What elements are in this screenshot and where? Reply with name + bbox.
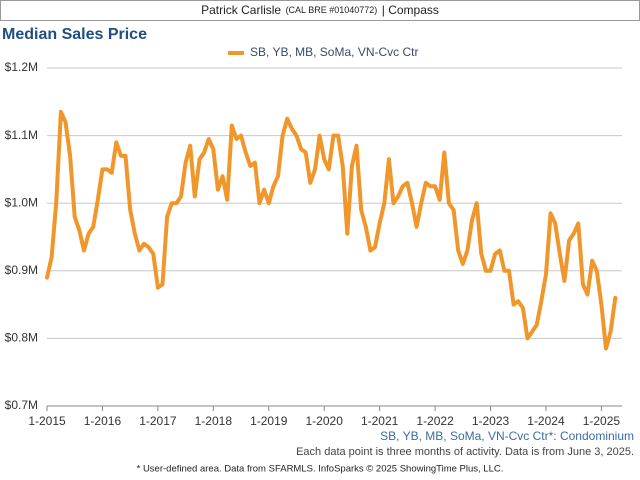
- x-tick-label: 1-2023: [472, 414, 510, 428]
- header: Patrick Carlisle (CAL BRE #01040772) | C…: [201, 2, 439, 19]
- area-note: SB, YB, MB, SoMa, VN-Cvc Ctr*: Condomini…: [380, 429, 634, 443]
- license: (CAL BRE #01040772): [286, 5, 378, 15]
- y-tick-label: $1.1M: [5, 128, 38, 142]
- x-tick-label: 1-2024: [527, 414, 565, 428]
- x-tick-label: 1-2021: [361, 414, 399, 428]
- y-tick-label: $1.0M: [5, 195, 38, 209]
- data-line: [45, 109, 618, 351]
- agent-name: Patrick Carlisle: [201, 3, 281, 17]
- x-tick-label: 1-2015: [28, 414, 66, 428]
- x-tick-label: 1-2018: [195, 414, 233, 428]
- chart-title: Median Sales Price: [2, 26, 147, 43]
- x-tick-label: 1-2020: [306, 414, 344, 428]
- y-tick-label: $0.9M: [5, 263, 38, 277]
- x-tick-label: 1-2025: [583, 414, 621, 428]
- source-note: * User-defined area. Data from SFARMLS. …: [137, 464, 504, 475]
- company: | Compass: [382, 3, 439, 17]
- data-note: Each data point is three months of activ…: [296, 446, 634, 458]
- x-tick-label: 1-2022: [416, 414, 454, 428]
- legend-label: SB, YB, MB, SoMa, VN-Cvc Ctr: [250, 45, 418, 59]
- y-tick-label: $0.8M: [5, 331, 38, 345]
- y-tick-label: $0.7M: [5, 398, 38, 412]
- y-tick-label: $1.2M: [5, 60, 38, 74]
- x-tick-label: 1-2016: [84, 414, 122, 428]
- x-tick-label: 1-2019: [250, 414, 288, 428]
- x-tick-label: 1-2017: [139, 414, 177, 428]
